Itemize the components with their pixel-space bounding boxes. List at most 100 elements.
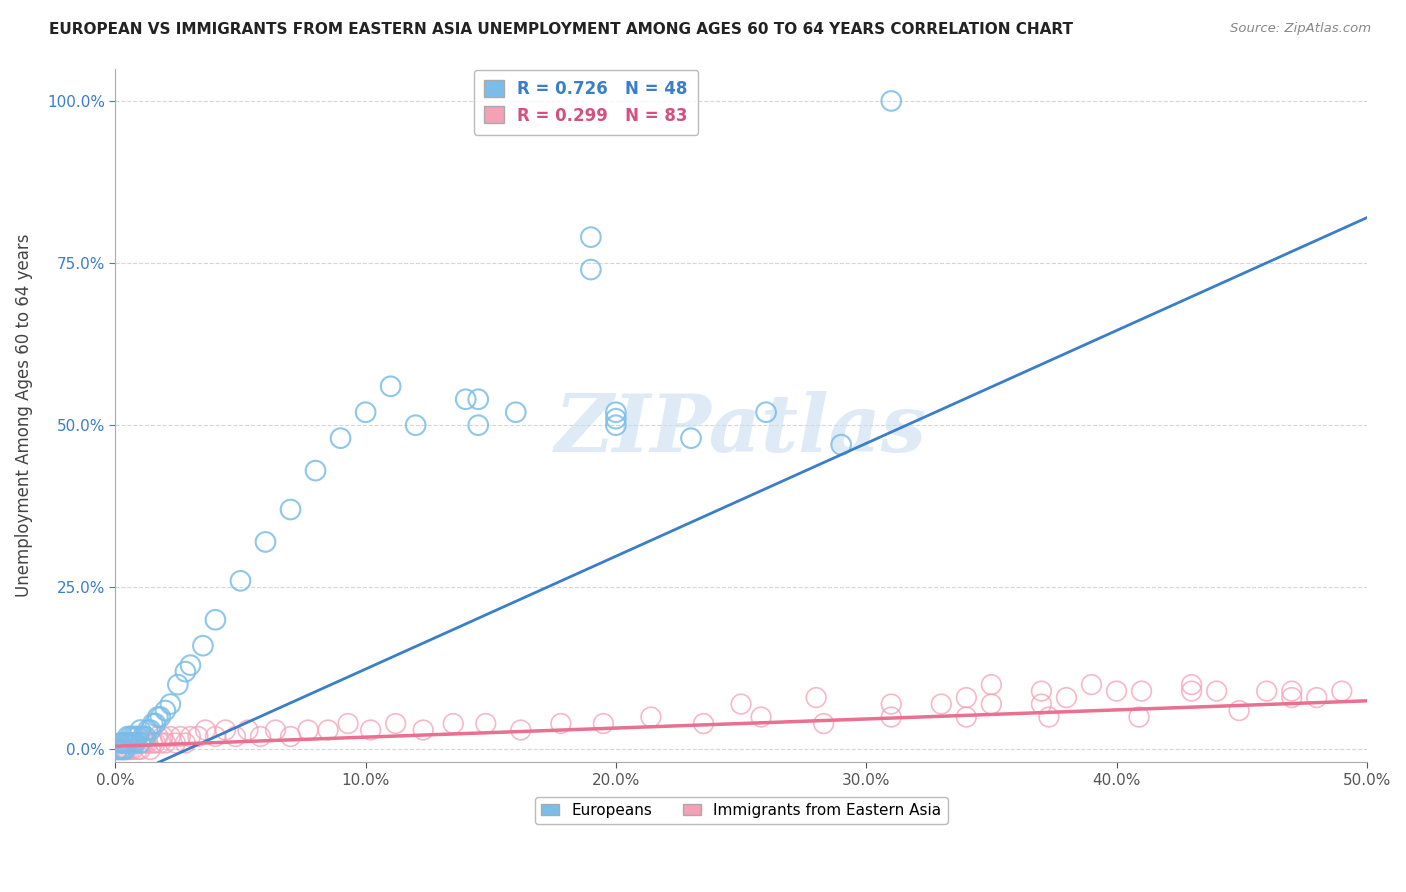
Point — [354, 405, 377, 419]
Point — [114, 742, 136, 756]
Point — [679, 431, 702, 445]
Text: EUROPEAN VS IMMIGRANTS FROM EASTERN ASIA UNEMPLOYMENT AMONG AGES 60 TO 64 YEARS : EUROPEAN VS IMMIGRANTS FROM EASTERN ASIA… — [49, 22, 1073, 37]
Point — [139, 742, 162, 756]
Point — [143, 736, 166, 750]
Point — [110, 736, 132, 750]
Point — [124, 736, 146, 750]
Point — [880, 94, 903, 108]
Point — [127, 730, 149, 744]
Point — [236, 723, 259, 737]
Point — [329, 431, 352, 445]
Point — [134, 730, 156, 744]
Point — [121, 736, 143, 750]
Point — [149, 736, 172, 750]
Y-axis label: Unemployment Among Ages 60 to 64 years: Unemployment Among Ages 60 to 64 years — [15, 234, 32, 598]
Point — [505, 405, 527, 419]
Point — [1031, 684, 1053, 698]
Point — [980, 678, 1002, 692]
Point — [955, 710, 977, 724]
Point — [264, 723, 287, 737]
Point — [146, 730, 169, 744]
Point — [159, 730, 181, 744]
Point — [1281, 684, 1303, 698]
Point — [179, 658, 201, 673]
Point — [146, 710, 169, 724]
Point — [120, 736, 142, 750]
Point — [111, 736, 134, 750]
Point — [1181, 684, 1204, 698]
Point — [749, 710, 772, 724]
Point — [360, 723, 382, 737]
Point — [454, 392, 477, 407]
Point — [194, 723, 217, 737]
Point — [129, 742, 152, 756]
Point — [214, 723, 236, 737]
Point — [114, 736, 136, 750]
Point — [110, 736, 132, 750]
Point — [121, 730, 143, 744]
Point — [1256, 684, 1278, 698]
Point — [165, 736, 187, 750]
Point — [167, 678, 190, 692]
Point — [111, 736, 134, 750]
Point — [129, 736, 152, 750]
Point — [280, 502, 302, 516]
Text: Source: ZipAtlas.com: Source: ZipAtlas.com — [1230, 22, 1371, 36]
Point — [830, 437, 852, 451]
Point — [107, 742, 129, 756]
Point — [1080, 678, 1102, 692]
Point — [224, 730, 246, 744]
Point — [405, 418, 427, 433]
Point — [755, 405, 778, 419]
Point — [129, 736, 152, 750]
Point — [117, 742, 139, 756]
Point — [955, 690, 977, 705]
Point — [229, 574, 252, 588]
Point — [640, 710, 662, 724]
Point — [143, 716, 166, 731]
Point — [117, 736, 139, 750]
Point — [110, 742, 132, 756]
Point — [1038, 710, 1060, 724]
Point — [509, 723, 531, 737]
Point — [1181, 678, 1204, 692]
Point — [474, 716, 496, 731]
Point — [804, 690, 827, 705]
Point — [107, 742, 129, 756]
Point — [191, 639, 214, 653]
Point — [337, 716, 360, 731]
Point — [124, 736, 146, 750]
Point — [254, 535, 277, 549]
Point — [121, 736, 143, 750]
Point — [380, 379, 402, 393]
Point — [1306, 690, 1329, 705]
Point — [187, 730, 209, 744]
Point — [136, 736, 159, 750]
Point — [880, 697, 903, 711]
Point — [579, 262, 602, 277]
Point — [152, 730, 174, 744]
Point — [1281, 690, 1303, 705]
Point — [142, 736, 165, 750]
Point — [155, 704, 177, 718]
Point — [124, 730, 146, 744]
Text: ZIPatlas: ZIPatlas — [555, 391, 927, 468]
Point — [132, 736, 155, 750]
Point — [127, 742, 149, 756]
Point — [174, 665, 197, 679]
Point — [249, 730, 271, 744]
Point — [316, 723, 339, 737]
Point — [179, 730, 201, 744]
Point — [467, 392, 489, 407]
Point — [605, 411, 627, 425]
Point — [111, 742, 134, 756]
Point — [592, 716, 614, 731]
Point — [124, 736, 146, 750]
Point — [159, 697, 181, 711]
Point — [297, 723, 319, 737]
Point — [134, 736, 156, 750]
Point — [155, 736, 177, 750]
Point — [441, 716, 464, 731]
Point — [120, 742, 142, 756]
Point — [1227, 704, 1250, 718]
